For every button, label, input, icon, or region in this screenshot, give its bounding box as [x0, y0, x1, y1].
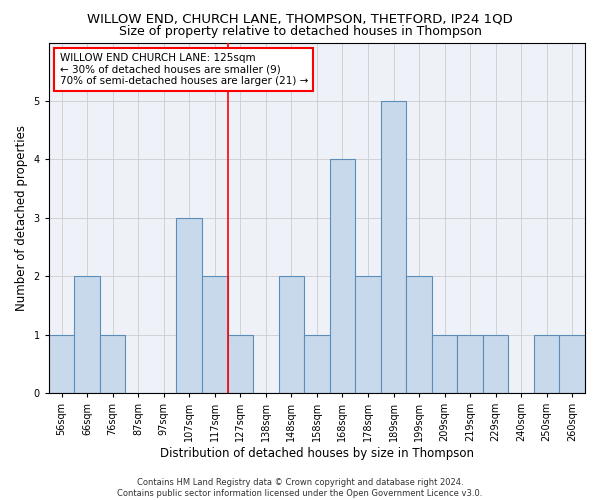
Text: Size of property relative to detached houses in Thompson: Size of property relative to detached ho… [119, 25, 481, 38]
Bar [355, 276, 381, 393]
Bar [406, 276, 432, 393]
Bar [278, 276, 304, 393]
Bar [49, 334, 74, 393]
Bar [329, 160, 355, 393]
Bar [381, 101, 406, 393]
Bar [534, 334, 559, 393]
Bar [202, 276, 227, 393]
Bar [483, 334, 508, 393]
Text: WILLOW END, CHURCH LANE, THOMPSON, THETFORD, IP24 1QD: WILLOW END, CHURCH LANE, THOMPSON, THETF… [87, 12, 513, 26]
Y-axis label: Number of detached properties: Number of detached properties [15, 125, 28, 311]
Bar [559, 334, 585, 393]
Bar [227, 334, 253, 393]
Bar [100, 334, 125, 393]
Bar [176, 218, 202, 393]
Text: Contains HM Land Registry data © Crown copyright and database right 2024.
Contai: Contains HM Land Registry data © Crown c… [118, 478, 482, 498]
Bar [304, 334, 329, 393]
Text: WILLOW END CHURCH LANE: 125sqm
← 30% of detached houses are smaller (9)
70% of s: WILLOW END CHURCH LANE: 125sqm ← 30% of … [59, 53, 308, 86]
X-axis label: Distribution of detached houses by size in Thompson: Distribution of detached houses by size … [160, 447, 474, 460]
Bar [457, 334, 483, 393]
Bar [74, 276, 100, 393]
Bar [432, 334, 457, 393]
